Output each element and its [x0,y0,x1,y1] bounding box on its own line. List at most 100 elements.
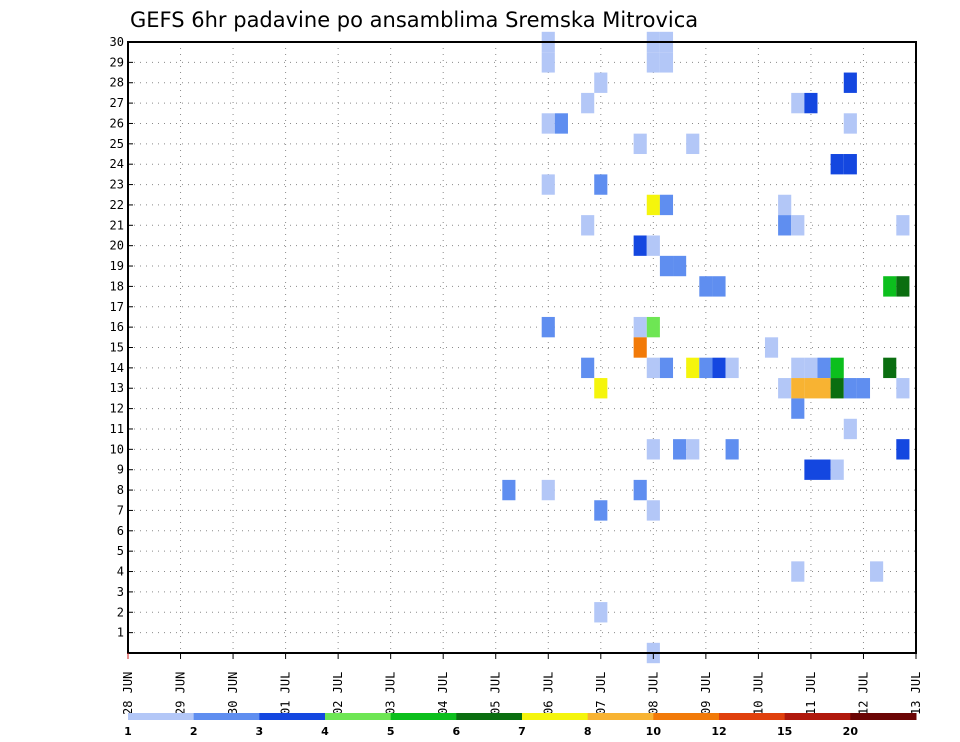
precip-cell [646,316,660,338]
precip-cell [778,215,792,236]
precip-cell [594,602,608,623]
precip-cell [594,500,608,521]
x-tick-label: 04 JUL [436,672,450,715]
precip-cell [830,357,844,379]
precip-cell [554,113,568,134]
y-tick-label: 13 [110,381,124,395]
precip-cell [646,500,660,521]
precip-cell [712,276,726,297]
colorbar-segment [456,713,523,720]
x-tick-label: 05 JUL [489,672,503,715]
x-tick-label: 03 JUL [384,672,398,715]
colorbar-label: 6 [453,725,461,738]
precip-cell [883,357,897,379]
colorbar-label: 7 [518,725,526,738]
precip-cell [791,378,805,399]
precip-cell [764,337,779,358]
colorbar-segment [719,713,786,720]
precip-cell [646,235,660,256]
precip-cell [541,316,555,338]
precip-cell [870,561,884,582]
x-tick-label: 08 JUL [646,672,660,715]
y-tick-label: 1 [117,626,124,640]
precip-cell [646,439,660,460]
precip-cell [541,479,555,501]
x-tick-label: 28 JUN [121,672,135,715]
precip-cell [830,154,844,175]
precip-cell [830,378,844,399]
chart-title: GEFS 6hr padavine po ansamblima Sremska … [130,8,698,32]
y-tick-label: 16 [110,320,124,334]
precip-cell [581,357,595,379]
colorbar-segment [784,713,851,720]
colorbar-label: 12 [711,725,726,738]
y-tick-label: 18 [110,279,124,293]
precip-cell [830,459,844,480]
x-axis: 28 JUN 29 JUN 30 JUN 01 JUL 02 JUL 03 JUL 04 J… [121,653,923,715]
colorbar-segment [390,713,457,720]
precip-cell [659,357,674,379]
x-tick-label: 11 JUL [804,672,818,715]
precip-cell [633,479,647,501]
colorbar-label: 2 [190,725,198,738]
precip-cell [673,439,687,460]
y-axis: 1234567891011121314151617181920212223242… [110,35,133,640]
x-tick-label: 30 JUN [226,672,240,715]
colorbar-label: 8 [584,725,592,738]
y-tick-label: 2 [117,605,124,619]
precip-cell [633,337,647,358]
precip-cell [725,357,739,379]
precip-cell [686,357,700,379]
precip-cell [778,378,792,399]
colorbar-segment [259,713,326,720]
precip-cell [791,357,805,379]
precip-cell [646,194,660,216]
y-tick-label: 14 [110,361,124,375]
precip-cell [896,276,910,297]
x-tick-label: 07 JUL [594,672,608,715]
precip-cell [843,72,857,93]
precip-cell [633,133,647,155]
colorbar: 1 2 3 4 5 6 7 8 10 12 15 20 [124,713,917,738]
precip-cell [673,255,687,277]
precip-cell [686,439,700,460]
precip-cell [778,194,792,216]
precip-cell [804,92,818,114]
precip-cell [712,357,726,379]
y-tick-label: 25 [110,137,124,151]
x-tick-label: 01 JUL [279,672,293,715]
x-tick-label: 02 JUL [331,672,345,715]
y-tick-label: 3 [117,585,124,599]
data-cells [502,31,910,664]
precip-cell [804,357,818,379]
x-tick-label: 10 JUL [751,672,765,715]
precip-cell [843,418,857,440]
x-tick-label: 12 JUL [856,672,870,715]
y-tick-label: 6 [117,524,124,538]
precip-cell [856,378,871,399]
y-tick-label: 4 [117,565,124,579]
precip-cell [791,92,805,114]
precip-cell [843,378,857,399]
precip-cell [804,378,818,399]
precip-cell [581,92,595,114]
colorbar-segment [587,713,654,720]
y-tick-label: 17 [110,300,124,314]
y-tick-label: 23 [110,178,124,192]
colorbar-label: 5 [387,725,395,738]
y-tick-label: 21 [110,218,124,232]
precip-cell [594,378,608,399]
precip-cell [659,194,674,216]
y-tick-label: 22 [110,198,124,212]
precip-cell [883,276,897,297]
precip-cell [633,235,647,256]
y-tick-label: 10 [110,442,124,456]
colorbar-label: 3 [256,725,264,738]
precip-cell [581,215,595,236]
x-tick-label: 06 JUL [541,672,555,715]
precip-cell [817,459,831,480]
colorbar-segment [522,713,589,720]
y-tick-label: 8 [117,483,124,497]
precip-cell [725,439,739,460]
